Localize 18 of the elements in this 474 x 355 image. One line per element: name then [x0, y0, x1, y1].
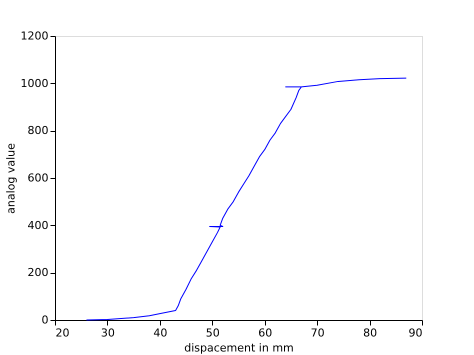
x-axis-title: dispacement in mm: [184, 342, 294, 354]
y-tick-label: 400: [28, 218, 48, 232]
y-tick-label: 200: [28, 266, 48, 280]
x-tick-label: 90: [408, 326, 422, 340]
line-series: [86, 78, 407, 320]
y-tick-label: 600: [28, 172, 48, 184]
x-tick-label: 80: [363, 326, 378, 340]
x-tick-label: 20: [56, 326, 70, 340]
y-tick-label: 0: [42, 314, 48, 326]
x-tick-label: 60: [258, 326, 272, 340]
y-tick-label: 1200: [20, 30, 48, 42]
x-tick-label: 50: [206, 326, 220, 340]
y-tick-label: 1000: [20, 76, 48, 90]
x-tick-label: 30: [100, 326, 115, 340]
y-axis-title: analog value: [4, 142, 18, 214]
x-tick-label: 40: [153, 326, 168, 340]
x-tick-label: 70: [310, 326, 325, 340]
y-tick-label: 800: [28, 124, 48, 138]
